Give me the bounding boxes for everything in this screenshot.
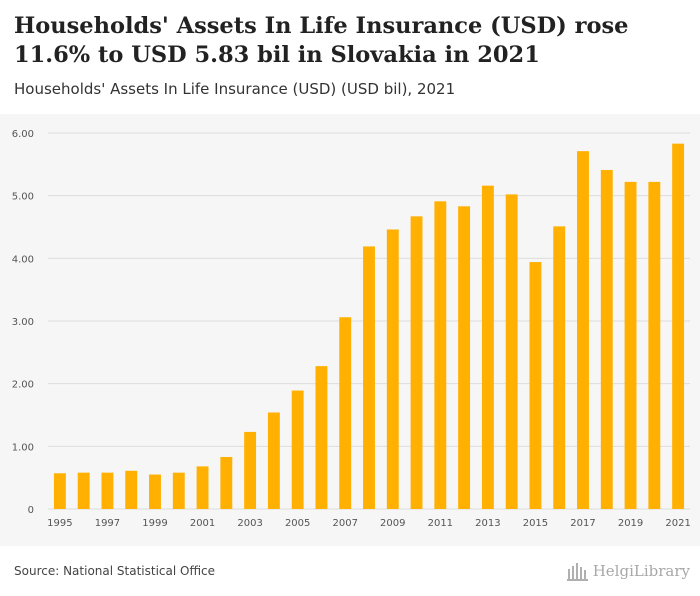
bar-2018[interactable] — [600, 169, 613, 509]
bar-2011[interactable] — [434, 201, 447, 509]
bar-2003[interactable] — [244, 431, 257, 509]
bar-2002[interactable] — [220, 456, 233, 509]
y-tick-label: 6.00 — [12, 129, 34, 140]
bar-2016[interactable] — [553, 226, 566, 509]
x-tick-label: 1999 — [142, 518, 167, 529]
bar-2021[interactable] — [672, 143, 685, 510]
bar-2008[interactable] — [363, 246, 375, 509]
bar-2012[interactable] — [458, 206, 471, 509]
bar-1997[interactable] — [101, 472, 114, 509]
bar-2000[interactable] — [172, 472, 185, 509]
x-tick-label: 2013 — [475, 518, 500, 529]
x-tick-label: 2007 — [332, 518, 357, 529]
x-tick-label: 1995 — [47, 518, 72, 529]
brand-name: HelgiLibrary — [592, 562, 690, 580]
x-tick-label: 2019 — [618, 518, 643, 529]
bar-2015[interactable] — [529, 262, 542, 509]
x-axis-ticks: 1995 1997 1999 2001 2003 2005 2007 2009 2011 2013… — [47, 518, 691, 529]
x-tick-label: 2003 — [237, 518, 262, 529]
chart-header: Households' Assets In Life Insurance (US… — [0, 0, 700, 114]
bar-2014[interactable] — [505, 194, 518, 509]
bar-2001[interactable] — [196, 466, 209, 509]
bar-2007[interactable] — [339, 317, 352, 509]
bar-1999[interactable] — [149, 474, 161, 509]
bars — [53, 143, 685, 510]
y-axis-ticks: 0 1.00 2.00 3.00 4.00 5.00 6.00 — [12, 129, 34, 516]
chart-footer: Source: National Statistical Office Helg… — [0, 546, 700, 596]
bar-2005[interactable] — [291, 390, 304, 509]
chart-title: Households' Assets In Life Insurance (US… — [14, 13, 629, 68]
x-tick-label: 2017 — [570, 518, 595, 529]
x-tick-label: 2021 — [665, 518, 690, 529]
y-tick-label: 0 — [28, 505, 34, 516]
x-tick-label: 2015 — [523, 518, 548, 529]
x-tick-label: 2011 — [428, 518, 453, 529]
x-tick-label: 2001 — [190, 518, 215, 529]
x-tick-label: 2009 — [380, 518, 405, 529]
plot-area: 0 1.00 2.00 3.00 4.00 5.00 6.00 1995 1997 1999 20… — [0, 114, 700, 546]
y-tick-label: 1.00 — [12, 442, 34, 453]
bar-2020[interactable] — [648, 181, 661, 509]
y-tick-label: 2.00 — [12, 380, 34, 391]
bar-2004[interactable] — [267, 412, 280, 509]
bar-1998[interactable] — [125, 470, 138, 509]
bar-2017[interactable] — [577, 151, 589, 509]
y-tick-label: 5.00 — [12, 192, 34, 203]
bar-chart: 0 1.00 2.00 3.00 4.00 5.00 6.00 1995 1997 1999 20… — [12, 129, 691, 529]
brand-logo[interactable]: HelgiLibrary — [566, 560, 690, 582]
y-tick-label: 3.00 — [12, 317, 34, 328]
bar-2019[interactable] — [624, 181, 637, 509]
bar-1995[interactable] — [53, 473, 66, 509]
x-tick-label: 1997 — [95, 518, 120, 529]
bar-2009[interactable] — [386, 229, 399, 510]
library-icon — [566, 563, 588, 581]
bar-2013[interactable] — [481, 185, 494, 509]
source-note: Source: National Statistical Office — [14, 564, 216, 578]
y-tick-label: 4.00 — [12, 254, 34, 265]
bar-1996[interactable] — [77, 472, 90, 509]
chart-subtitle: Households' Assets In Life Insurance (US… — [14, 80, 456, 98]
bar-2010[interactable] — [410, 216, 423, 509]
x-tick-label: 2005 — [285, 518, 310, 529]
bar-2006[interactable] — [315, 366, 328, 509]
